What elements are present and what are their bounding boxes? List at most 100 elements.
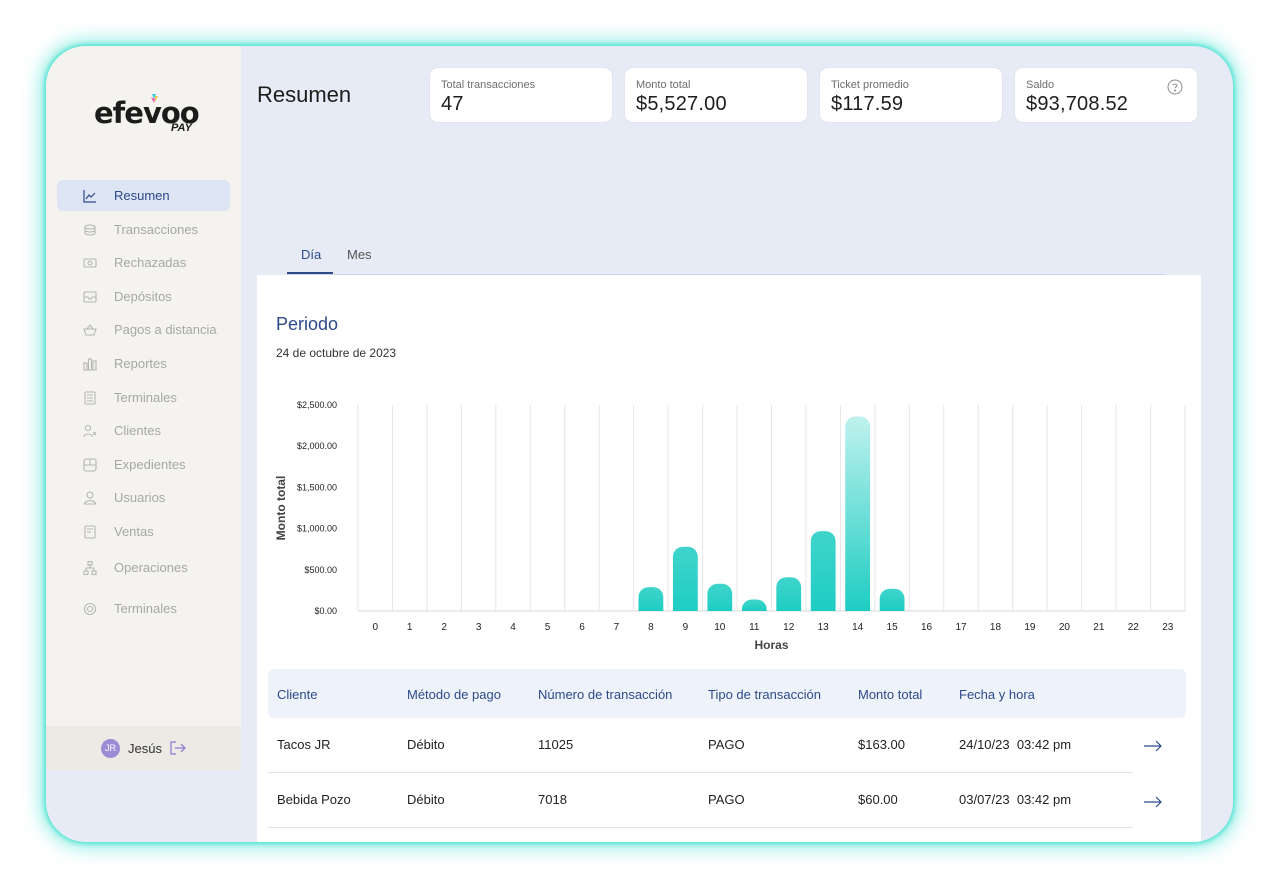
- sidebar: efevoo PAY Resumen Transacciones Rechaza…: [46, 46, 241, 770]
- stat-label: Monto total: [636, 79, 691, 91]
- stat-label: Total transacciones: [441, 79, 536, 91]
- bar-hour-9: [672, 546, 698, 611]
- y-tick-label: $2,500.00: [297, 400, 337, 410]
- column-header[interactable]: Fecha y hora: [959, 687, 1035, 702]
- sidebar-item-label: Reportes: [114, 356, 167, 371]
- stat-card-monto-total: Monto total $5,527.00: [624, 67, 808, 123]
- sidebar-item-expedientes[interactable]: Expedientes: [57, 449, 230, 480]
- x-tick-label: 4: [510, 622, 516, 633]
- clients-icon: [83, 424, 97, 438]
- column-header[interactable]: Método de pago: [407, 687, 501, 702]
- chart-icon: [83, 189, 97, 203]
- tab-mes[interactable]: Mes: [347, 247, 372, 262]
- x-tick-label: 2: [441, 622, 447, 633]
- stat-value: $93,708.52: [1026, 93, 1129, 115]
- table-header: Cliente Método de pago Número de transac…: [268, 669, 1186, 718]
- inbox-icon: [83, 290, 97, 304]
- y-tick-label: $0.00: [314, 606, 337, 616]
- column-header[interactable]: Número de transacción: [538, 687, 673, 702]
- x-tick-label: 20: [1059, 622, 1071, 633]
- stat-card-saldo: Saldo $93,708.52: [1014, 67, 1198, 123]
- bar-hour-12: [776, 577, 802, 611]
- hierarchy-icon: [83, 560, 97, 575]
- x-tick-label: 16: [921, 622, 933, 633]
- bar-hour-14: [845, 416, 871, 611]
- x-tick-label: 5: [545, 622, 551, 633]
- sidebar-item-reportes[interactable]: Reportes: [57, 348, 230, 379]
- sidebar-item-label: Usuarios: [114, 490, 166, 505]
- sidebar-item-transacciones[interactable]: Transacciones: [57, 214, 230, 245]
- sidebar-item-label: Expedientes: [114, 457, 186, 472]
- x-tick-label: 6: [579, 622, 585, 633]
- stat-value: $117.59: [831, 93, 904, 115]
- active-tab-indicator: [287, 272, 333, 274]
- tab-dia[interactable]: Día: [301, 247, 322, 262]
- sidebar-item-resumen[interactable]: Resumen: [57, 180, 230, 211]
- arrow-right-icon[interactable]: [1143, 740, 1163, 752]
- user-profile: JR Jesús: [46, 726, 241, 770]
- sidebar-item-label: Pagos a distancia: [114, 322, 217, 337]
- x-axis-title: Horas: [754, 638, 788, 652]
- app-window: efevoo PAY Resumen Transacciones Rechaza…: [46, 46, 1233, 842]
- stat-card-ticket-promedio: Ticket promedio $117.59: [819, 67, 1003, 123]
- sidebar-item-ventas[interactable]: Ventas: [57, 516, 230, 547]
- cell-numero: 11025: [538, 737, 574, 752]
- sidebar-item-clientes[interactable]: Clientes: [57, 415, 230, 446]
- x-tick-label: 0: [372, 622, 378, 633]
- stat-card-total-transacciones: Total transacciones 47: [429, 67, 613, 123]
- cell-metodo: Débito: [407, 737, 445, 752]
- column-header[interactable]: Tipo de transacción: [708, 687, 821, 702]
- cell-tipo: PAGO: [708, 737, 745, 752]
- table-row[interactable]: Bebida Pozo Débito 7018 PAGO $60.00 03/0…: [268, 773, 1162, 828]
- report-icon: [83, 357, 97, 371]
- sidebar-item-terminales-config[interactable]: Terminales: [57, 593, 230, 624]
- x-tick-label: 8: [648, 622, 654, 633]
- x-tick-label: 17: [955, 622, 967, 633]
- x-tick-label: 14: [852, 622, 864, 633]
- sidebar-item-usuarios[interactable]: Usuarios: [57, 482, 230, 513]
- x-tick-label: 18: [990, 622, 1002, 633]
- y-tick-label: $2,000.00: [297, 441, 337, 451]
- x-tick-label: 13: [818, 622, 830, 633]
- bar-hour-10: [707, 583, 733, 611]
- x-tick-label: 12: [783, 622, 795, 633]
- column-header[interactable]: Monto total: [858, 687, 923, 702]
- x-tick-label: 22: [1128, 622, 1140, 633]
- basket-icon: [83, 323, 97, 337]
- sidebar-item-terminales[interactable]: Terminales: [57, 382, 230, 413]
- table-row[interactable]: Tacos JR Débito 11025 PAGO $163.00 24/10…: [268, 718, 1162, 773]
- user-name: Jesús: [128, 740, 162, 756]
- brand-logo: efevoo PAY: [94, 94, 200, 138]
- x-tick-label: 1: [407, 622, 413, 633]
- column-header[interactable]: Cliente: [277, 687, 318, 702]
- avatar[interactable]: JR: [101, 738, 121, 758]
- logout-icon[interactable]: [170, 741, 186, 755]
- sidebar-item-pagos-a-distancia[interactable]: Pagos a distancia: [57, 314, 230, 345]
- bar-hour-15: [879, 588, 905, 611]
- cell-metodo: Débito: [407, 792, 445, 807]
- x-tick-label: 7: [614, 622, 620, 633]
- cell-fecha: 03/07/23 03:42 pm: [959, 792, 1072, 807]
- sidebar-item-operaciones[interactable]: Operaciones: [57, 552, 230, 583]
- sidebar-item-label: Operaciones: [114, 560, 188, 575]
- sidebar-item-rechazadas[interactable]: Rechazadas: [57, 247, 230, 278]
- arrow-right-icon[interactable]: [1143, 796, 1163, 808]
- user-icon: [83, 490, 97, 505]
- page-title: Resumen: [257, 82, 352, 107]
- bar-hour-8: [638, 587, 664, 611]
- brand-spark-icon: [151, 94, 158, 103]
- sidebar-item-label: Rechazadas: [114, 255, 187, 270]
- cell-tipo: PAGO: [708, 792, 745, 807]
- sidebar-item-label: Terminales: [114, 601, 177, 616]
- sidebar-item-depositos[interactable]: Depósitos: [57, 281, 230, 312]
- bar-hour-13: [810, 531, 836, 611]
- cell-cliente: Tacos JR: [277, 737, 331, 752]
- x-tick-label: 15: [887, 622, 899, 633]
- y-tick-label: $1,000.00: [297, 524, 337, 534]
- x-tick-label: 11: [749, 622, 760, 633]
- bar-chart: $0.00 $500.00 $1,000.00 $1,500.00 $2,000.00 $…: [274, 400, 1186, 652]
- x-tick-label: 9: [683, 622, 689, 633]
- stat-value: $5,527.00: [636, 93, 727, 115]
- help-icon[interactable]: [1167, 79, 1183, 95]
- cash-icon: [83, 256, 97, 270]
